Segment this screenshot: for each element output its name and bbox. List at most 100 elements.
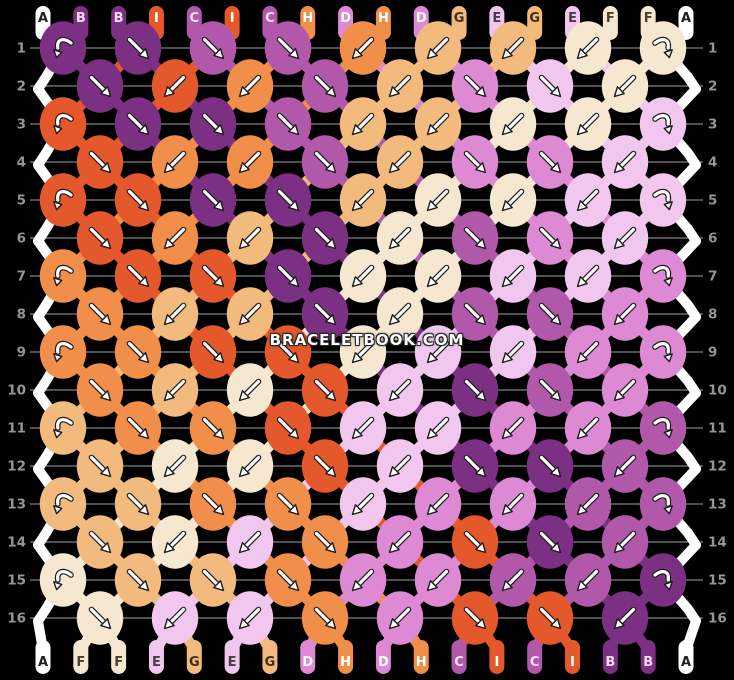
knot-r6-c4[interactable]	[301, 211, 349, 265]
knot-r8-c1[interactable]	[76, 287, 124, 341]
knot-r15-c9[interactable]	[639, 553, 687, 607]
knot-r6-c5[interactable]	[376, 211, 424, 265]
knot-r4-c2[interactable]	[151, 135, 199, 189]
knot-r8-c5[interactable]	[376, 287, 424, 341]
knot-r9-c4[interactable]	[264, 325, 312, 379]
knot-r3-c1[interactable]	[39, 97, 87, 151]
knot-r9-c6[interactable]	[414, 325, 462, 379]
knot-r11-c1[interactable]	[39, 401, 87, 455]
knot-r13-c1[interactable]	[39, 477, 87, 531]
knot-r14-c4[interactable]	[301, 515, 349, 569]
knot-r12-c1[interactable]	[76, 439, 124, 493]
knot-r4-c4[interactable]	[301, 135, 349, 189]
knot-r5-c2[interactable]	[114, 173, 162, 227]
knot-r3-c2[interactable]	[114, 97, 162, 151]
knot-r5-c6[interactable]	[414, 173, 462, 227]
knot-r8-c6[interactable]	[451, 287, 499, 341]
knot-r6-c2[interactable]	[151, 211, 199, 265]
knot-r1-c8[interactable]	[564, 21, 612, 75]
knot-r15-c6[interactable]	[414, 553, 462, 607]
knot-r12-c2[interactable]	[151, 439, 199, 493]
knot-r12-c8[interactable]	[601, 439, 649, 493]
knot-r11-c4[interactable]	[264, 401, 312, 455]
knot-r7-c3[interactable]	[189, 249, 237, 303]
knot-r14-c2[interactable]	[151, 515, 199, 569]
knot-r1-c4[interactable]	[264, 21, 312, 75]
knot-r16-c6[interactable]	[451, 591, 499, 645]
knot-r15-c1[interactable]	[39, 553, 87, 607]
knot-r11-c2[interactable]	[114, 401, 162, 455]
knot-r14-c1[interactable]	[76, 515, 124, 569]
knot-r2-c3[interactable]	[226, 59, 274, 113]
knot-r4-c6[interactable]	[451, 135, 499, 189]
knot-r10-c2[interactable]	[151, 363, 199, 417]
knot-r13-c4[interactable]	[264, 477, 312, 531]
knot-r12-c7[interactable]	[526, 439, 574, 493]
knot-r8-c2[interactable]	[151, 287, 199, 341]
knot-r6-c8[interactable]	[601, 211, 649, 265]
knot-r12-c4[interactable]	[301, 439, 349, 493]
knot-r5-c9[interactable]	[639, 173, 687, 227]
knot-r15-c2[interactable]	[114, 553, 162, 607]
knot-r4-c5[interactable]	[376, 135, 424, 189]
knot-r15-c7[interactable]	[489, 553, 537, 607]
knot-r16-c4[interactable]	[301, 591, 349, 645]
knot-r5-c1[interactable]	[39, 173, 87, 227]
knot-r6-c6[interactable]	[451, 211, 499, 265]
knot-r7-c5[interactable]	[339, 249, 387, 303]
knot-r13-c7[interactable]	[489, 477, 537, 531]
knot-r5-c4[interactable]	[264, 173, 312, 227]
knot-r3-c5[interactable]	[339, 97, 387, 151]
knot-r13-c3[interactable]	[189, 477, 237, 531]
knot-r11-c3[interactable]	[189, 401, 237, 455]
knot-r8-c7[interactable]	[526, 287, 574, 341]
knot-r4-c3[interactable]	[226, 135, 274, 189]
knot-r1-c1[interactable]	[39, 21, 87, 75]
knot-r9-c5[interactable]	[339, 325, 387, 379]
knot-r8-c4[interactable]	[301, 287, 349, 341]
knot-r8-c3[interactable]	[226, 287, 274, 341]
knot-r13-c2[interactable]	[114, 477, 162, 531]
knot-r2-c1[interactable]	[76, 59, 124, 113]
knot-r13-c5[interactable]	[339, 477, 387, 531]
knot-r6-c3[interactable]	[226, 211, 274, 265]
knot-r4-c1[interactable]	[76, 135, 124, 189]
knot-r1-c7[interactable]	[489, 21, 537, 75]
knot-r3-c8[interactable]	[564, 97, 612, 151]
knot-r7-c7[interactable]	[489, 249, 537, 303]
knot-r7-c4[interactable]	[264, 249, 312, 303]
knot-r16-c7[interactable]	[526, 591, 574, 645]
knot-r5-c8[interactable]	[564, 173, 612, 227]
knot-r16-c2[interactable]	[151, 591, 199, 645]
knot-r2-c7[interactable]	[526, 59, 574, 113]
knot-r10-c7[interactable]	[526, 363, 574, 417]
knot-r1-c3[interactable]	[189, 21, 237, 75]
knot-r2-c8[interactable]	[601, 59, 649, 113]
knot-r5-c7[interactable]	[489, 173, 537, 227]
knot-r11-c6[interactable]	[414, 401, 462, 455]
knot-r11-c8[interactable]	[564, 401, 612, 455]
knot-r9-c2[interactable]	[114, 325, 162, 379]
knot-r1-c5[interactable]	[339, 21, 387, 75]
knot-r13-c9[interactable]	[639, 477, 687, 531]
knot-r9-c9[interactable]	[639, 325, 687, 379]
knot-r6-c1[interactable]	[76, 211, 124, 265]
knot-r9-c3[interactable]	[189, 325, 237, 379]
knot-r1-c6[interactable]	[414, 21, 462, 75]
knot-r16-c3[interactable]	[226, 591, 274, 645]
knot-r12-c6[interactable]	[451, 439, 499, 493]
knot-r15-c8[interactable]	[564, 553, 612, 607]
knot-r7-c8[interactable]	[564, 249, 612, 303]
knot-r9-c7[interactable]	[489, 325, 537, 379]
knot-r9-c1[interactable]	[39, 325, 87, 379]
knot-r16-c1[interactable]	[76, 591, 124, 645]
knot-r2-c6[interactable]	[451, 59, 499, 113]
knot-r10-c4[interactable]	[301, 363, 349, 417]
knot-r3-c3[interactable]	[189, 97, 237, 151]
knot-r3-c6[interactable]	[414, 97, 462, 151]
knot-r4-c8[interactable]	[601, 135, 649, 189]
knot-r7-c6[interactable]	[414, 249, 462, 303]
knot-r10-c8[interactable]	[601, 363, 649, 417]
knot-r2-c5[interactable]	[376, 59, 424, 113]
knot-r14-c3[interactable]	[226, 515, 274, 569]
